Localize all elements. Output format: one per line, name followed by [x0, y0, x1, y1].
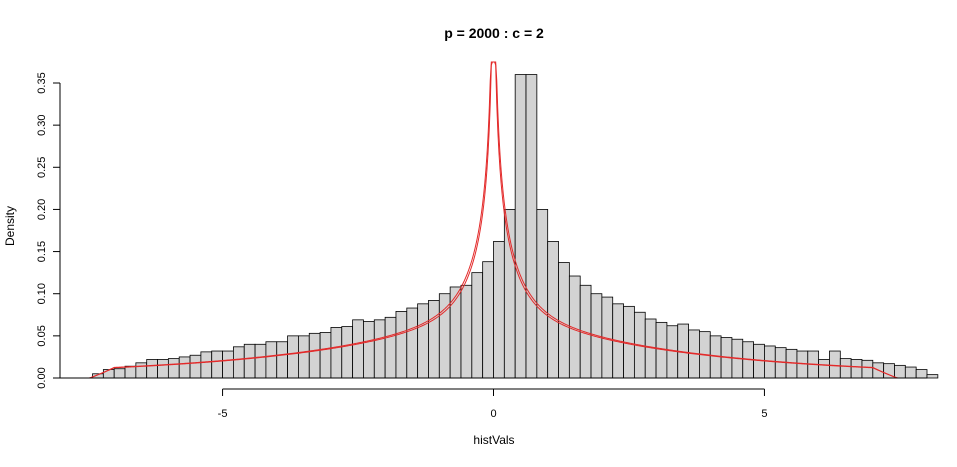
- histogram-bars: [92, 74, 939, 379]
- y-tick-label: 0.10: [36, 283, 48, 304]
- histogram-bar: [514, 74, 527, 379]
- x-axis: -5 0 5: [218, 388, 768, 420]
- y-axis-label: Density: [3, 206, 17, 246]
- histogram-bar: [276, 341, 288, 379]
- chart-title: p = 2000 : c = 2: [444, 25, 544, 41]
- histogram-bar: [124, 365, 137, 379]
- histogram-bar: [904, 366, 917, 379]
- histogram-bar: [482, 261, 494, 379]
- histogram-bar: [395, 311, 408, 379]
- histogram-bar: [200, 351, 213, 379]
- histogram-bar: [406, 307, 419, 379]
- density-curve: [65, 61, 922, 379]
- histogram-bar: [222, 350, 234, 379]
- histogram-bar: [211, 350, 223, 379]
- histogram-bar: [178, 356, 191, 379]
- histogram-bar: [232, 346, 245, 379]
- histogram-bar: [818, 359, 830, 379]
- histogram-bar: [319, 332, 332, 379]
- histogram-bar: [157, 359, 169, 379]
- y-tick-label: 0.30: [36, 114, 48, 135]
- histogram-bar: [352, 319, 364, 379]
- histogram-bar: [287, 335, 299, 379]
- histogram-bar: [254, 343, 267, 379]
- histogram-bar: [428, 300, 440, 379]
- histogram-bar: [146, 359, 158, 379]
- y-tick-label: 0.05: [36, 325, 48, 346]
- y-tick-label: 0.35: [36, 72, 48, 93]
- histogram-bar: [503, 209, 516, 379]
- histogram-bar: [558, 262, 570, 379]
- histogram-bar: [308, 332, 321, 379]
- x-tick-label: 0: [490, 408, 496, 420]
- x-tick-label: -5: [218, 408, 228, 420]
- histogram-bar: [384, 316, 397, 379]
- histogram-bar: [926, 374, 939, 379]
- y-tick-label: 0.00: [36, 367, 48, 388]
- histogram-bar: [493, 241, 505, 379]
- histogram-bar: [861, 359, 874, 379]
- y-tick-label: 0.15: [36, 241, 48, 262]
- histogram-bar: [113, 368, 126, 379]
- density-curves: [60, 61, 927, 379]
- histogram-bar: [330, 327, 343, 379]
- histogram-bar: [850, 359, 863, 379]
- histogram-bar: [525, 74, 538, 379]
- histogram-bar: [547, 241, 559, 379]
- histogram-bar: [167, 358, 180, 379]
- histogram-bar: [460, 284, 473, 379]
- histogram-bar: [135, 362, 148, 379]
- histogram-bar: [265, 341, 278, 379]
- histogram-bar: [298, 335, 310, 379]
- histogram-bar: [894, 364, 906, 379]
- histogram-bar: [417, 303, 429, 379]
- histogram-bar: [363, 321, 375, 379]
- histogram-bar: [839, 358, 852, 379]
- histogram-bar: [915, 369, 928, 379]
- y-tick-label: 0.20: [36, 199, 48, 220]
- y-axis: 0.00 0.05 0.10 0.15 0.20 0.25 0.30 0.35: [36, 72, 61, 389]
- histogram-bar: [373, 319, 386, 379]
- histogram-bar: [243, 343, 256, 379]
- histogram-bar: [341, 326, 354, 379]
- histogram-bar: [471, 272, 484, 379]
- histogram-bar: [438, 293, 451, 379]
- histogram-bar: [102, 369, 115, 379]
- x-axis-label: histVals: [473, 433, 514, 447]
- histogram-bar: [536, 209, 549, 379]
- y-tick-label: 0.25: [36, 157, 48, 178]
- histogram-bar: [829, 350, 841, 379]
- x-tick-label: 5: [761, 408, 767, 420]
- histogram-bar: [189, 354, 202, 379]
